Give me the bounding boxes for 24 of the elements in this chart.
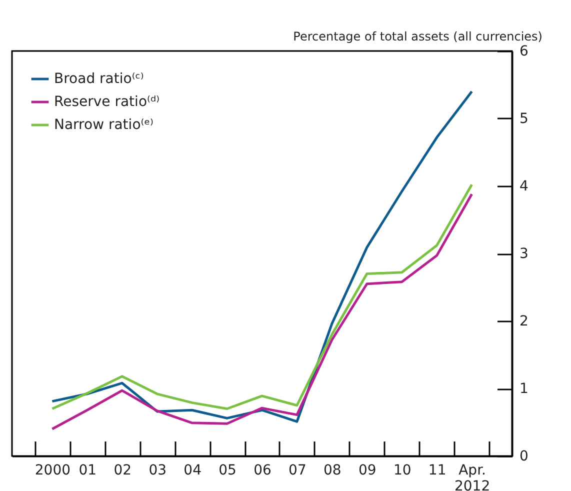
y-axis-title: Percentage of total assets (all currencies) [293,30,542,44]
legend-label: Reserve ratio⁽ᵈ⁾ [54,94,160,110]
y-tick-label: 1 [520,381,528,397]
legend-label: Narrow ratio⁽ᵉ⁾ [54,117,154,133]
x-tick-label: 10 [393,462,412,478]
legend-label: Broad ratio⁽ᶜ⁾ [54,71,144,87]
y-tick-label: 3 [520,246,528,262]
x-tick-label: 2000 [34,462,71,478]
x-tick-label: 11 [428,462,446,478]
x-tick-label: 02 [114,462,132,478]
x-tick-label: Apr. 2012 [454,462,490,491]
x-tick-label: 07 [288,462,306,478]
x-tick-label: 06 [254,462,272,478]
x-tick-label: 01 [78,462,97,478]
x-tick-label: 09 [358,462,376,478]
y-tick-label: 0 [520,448,528,464]
y-tick-label: 2 [520,314,528,330]
x-tick-label: 08 [324,462,342,478]
x-tick-label: 05 [218,462,236,478]
x-tick-label: 04 [184,462,202,478]
y-tick-label: 4 [520,178,528,194]
y-tick-label: 6 [520,44,528,60]
x-tick-label: 03 [148,462,167,478]
y-tick-label: 5 [520,111,528,127]
